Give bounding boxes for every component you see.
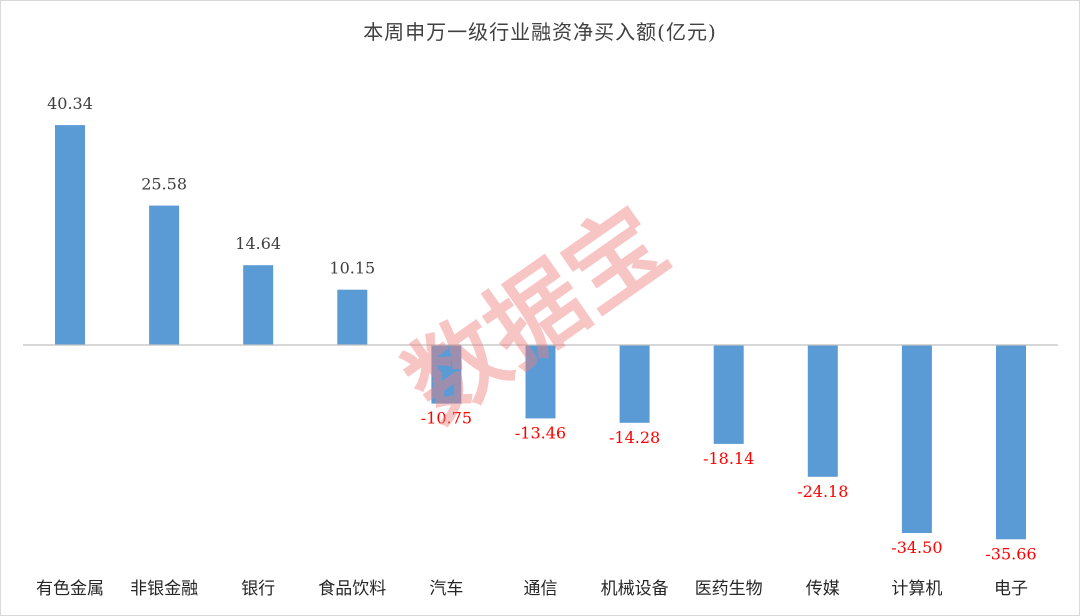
value-label-0: 40.34 — [47, 94, 93, 113]
bar-3 — [337, 289, 368, 345]
value-label-10: -35.66 — [985, 544, 1036, 563]
category-label-9: 计算机 — [891, 579, 942, 599]
bar-4 — [431, 345, 462, 404]
bar-1 — [149, 205, 180, 345]
value-label-1: 25.58 — [141, 175, 187, 194]
bar-7 — [713, 345, 744, 444]
value-label-9: -34.50 — [891, 538, 942, 557]
category-label-3: 食品饮料 — [318, 579, 386, 599]
bar-5 — [525, 345, 556, 419]
category-label-1: 非银金融 — [130, 579, 198, 599]
value-labels-layer: 40.34 25.58 14.64 10.15 -10.75 -13.46 -14.28 -1… — [47, 94, 1037, 563]
value-label-2: 14.64 — [235, 234, 281, 253]
value-label-6: -14.28 — [609, 428, 660, 447]
category-label-2: 银行 — [241, 579, 275, 599]
category-label-4: 汽车 — [429, 579, 463, 599]
value-label-3: 10.15 — [329, 259, 375, 278]
category-label-6: 机械设备 — [601, 579, 669, 599]
category-label-10: 电子 — [994, 579, 1028, 599]
bar-2 — [243, 265, 274, 345]
bar-9 — [901, 345, 932, 533]
category-label-8: 传媒 — [806, 579, 840, 599]
bar-8 — [807, 345, 838, 477]
value-label-4: -10.75 — [421, 409, 472, 428]
value-label-7: -18.14 — [703, 449, 754, 468]
category-label-7: 医药生物 — [695, 579, 763, 599]
bars-layer — [55, 125, 1026, 540]
category-label-0: 有色金属 — [36, 579, 104, 599]
value-label-5: -13.46 — [515, 423, 566, 442]
value-label-8: -24.18 — [797, 482, 848, 501]
chart-title: 本周申万一级行业融资净买入额(亿元) — [363, 20, 717, 44]
bar-6 — [619, 345, 650, 423]
bar-0 — [55, 125, 85, 345]
bar-10 — [996, 345, 1026, 540]
category-labels-layer: 有色金属 非银金融 银行 食品饮料 汽车 通信 机械设备 医药生物 传媒 计算机 电子 — [36, 579, 1028, 599]
category-label-5: 通信 — [524, 579, 558, 599]
